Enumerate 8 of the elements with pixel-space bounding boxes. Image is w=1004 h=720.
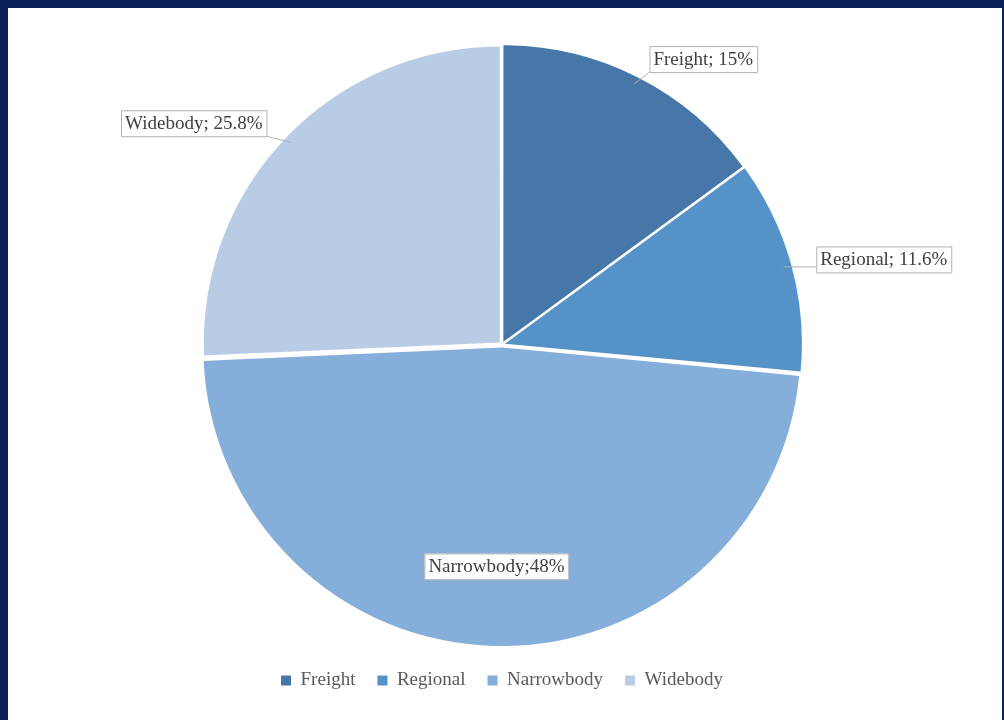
legend-label: Widebody [644,668,724,690]
legend-label: Narrowbody [507,668,604,690]
data-label: Regional; 11.6% [820,248,948,270]
data-label: Freight; 15% [653,48,754,70]
legend-label: Regional [396,668,466,690]
data-label: Widebody; 25.8% [125,112,263,134]
data-label: Narrowbody;48% [428,555,565,577]
legend-label: Freight [300,668,357,690]
